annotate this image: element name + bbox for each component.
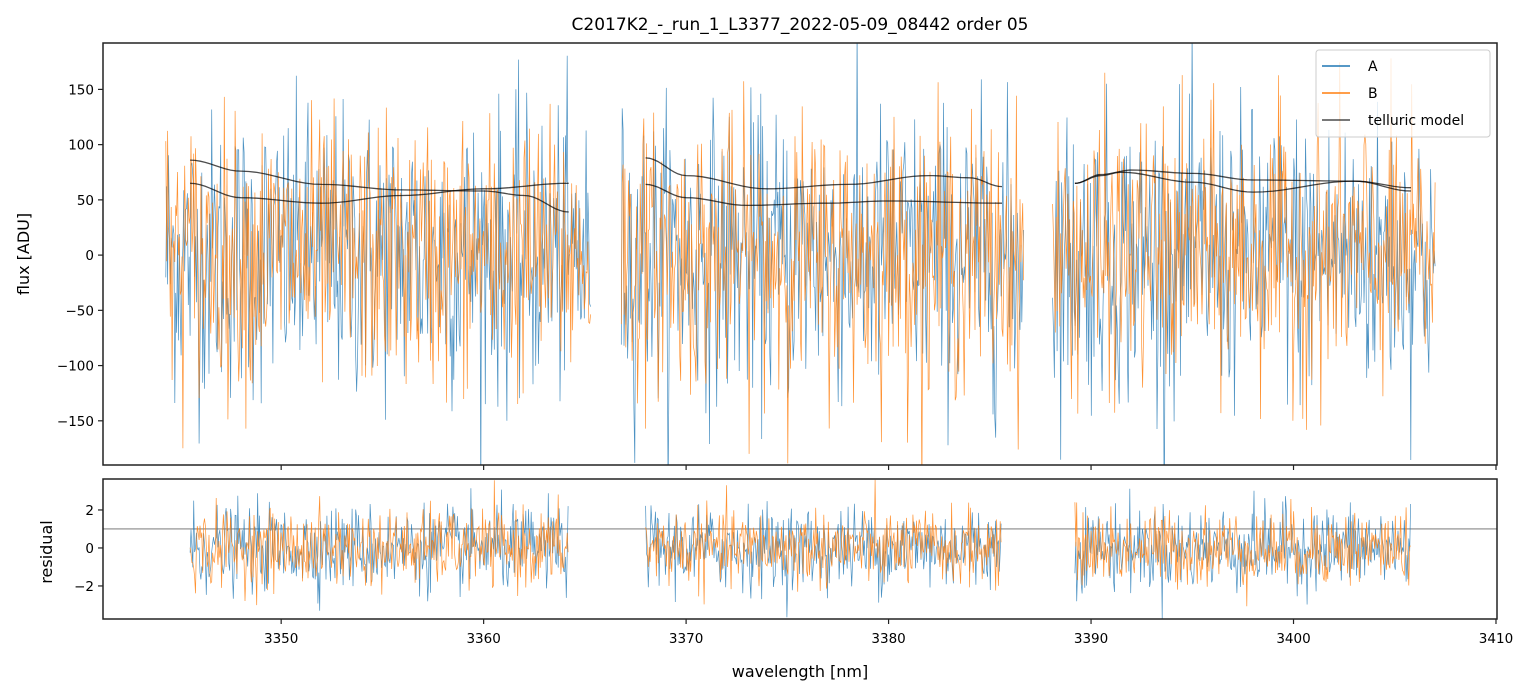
residual-xtick-label: 3410 [1479,631,1513,647]
residual-ytick-label: 0 [85,541,94,557]
telluric-model-curve [190,159,569,213]
residual-ytick-label: −2 [74,579,94,595]
flux-series-a-segment-2 [620,43,1024,465]
flux-ytick-label: −50 [66,303,95,319]
residual-xtick-label: 3390 [1074,631,1108,647]
telluric-model-curve [645,183,1003,207]
residual-plot-area [103,479,1497,619]
xlabel: wavelength [nm] [732,662,869,681]
flux-ytick-label: −100 [57,359,94,375]
legend-label-model: telluric model [1368,113,1464,129]
residual-xtick-label: 3350 [264,631,298,647]
telluric-model-curve [645,157,1003,190]
legend: A B telluric model [1315,49,1491,138]
axes: 150 100 50 0 −50 −100 −150 2 0 −2 3350 3360 3370 3380… [57,42,1513,647]
residual-series-b-segment-1 [189,480,569,606]
flux-series-a-segment-3 [1052,43,1436,465]
top-ylabel: flux [ADU] [14,213,33,295]
residual-series-b-segment-2 [645,479,1002,605]
residual-xtick-label: 3380 [871,631,905,647]
flux-ytick-label: 100 [68,138,94,154]
flux-ytick-label: −150 [57,414,94,430]
flux-ytick-label: 150 [68,82,94,98]
residual-xtick-label: 3370 [669,631,703,647]
flux-series-b-segment-1 [165,96,591,449]
chart-title: C2017K2_-_run_1_L3377_2022-05-09_08442 o… [572,15,1029,35]
flux-ytick-label: 50 [77,193,94,209]
legend-label-b: B [1368,86,1378,102]
residual-ytick-label: 2 [85,503,94,519]
flux-ytick-label: 0 [85,248,94,264]
legend-label-a: A [1368,59,1378,75]
flux-series-b-segment-3 [1052,58,1436,430]
flux-series-b-segment-2 [620,81,1024,465]
residual-xtick-label: 3360 [466,631,500,647]
residual-series-b-segment-3 [1074,498,1411,607]
residual-axes-frame [102,478,1498,620]
flux-axes-frame [102,42,1498,466]
residual-xtick-label: 3400 [1276,631,1310,647]
bottom-ylabel: residual [37,520,56,583]
residual-series-a-segment-3 [1074,488,1411,619]
legend-box [1315,49,1491,138]
telluric-model-curve [1074,171,1412,193]
flux-plot-area [165,43,1436,465]
telluric-model-curve [190,182,569,204]
